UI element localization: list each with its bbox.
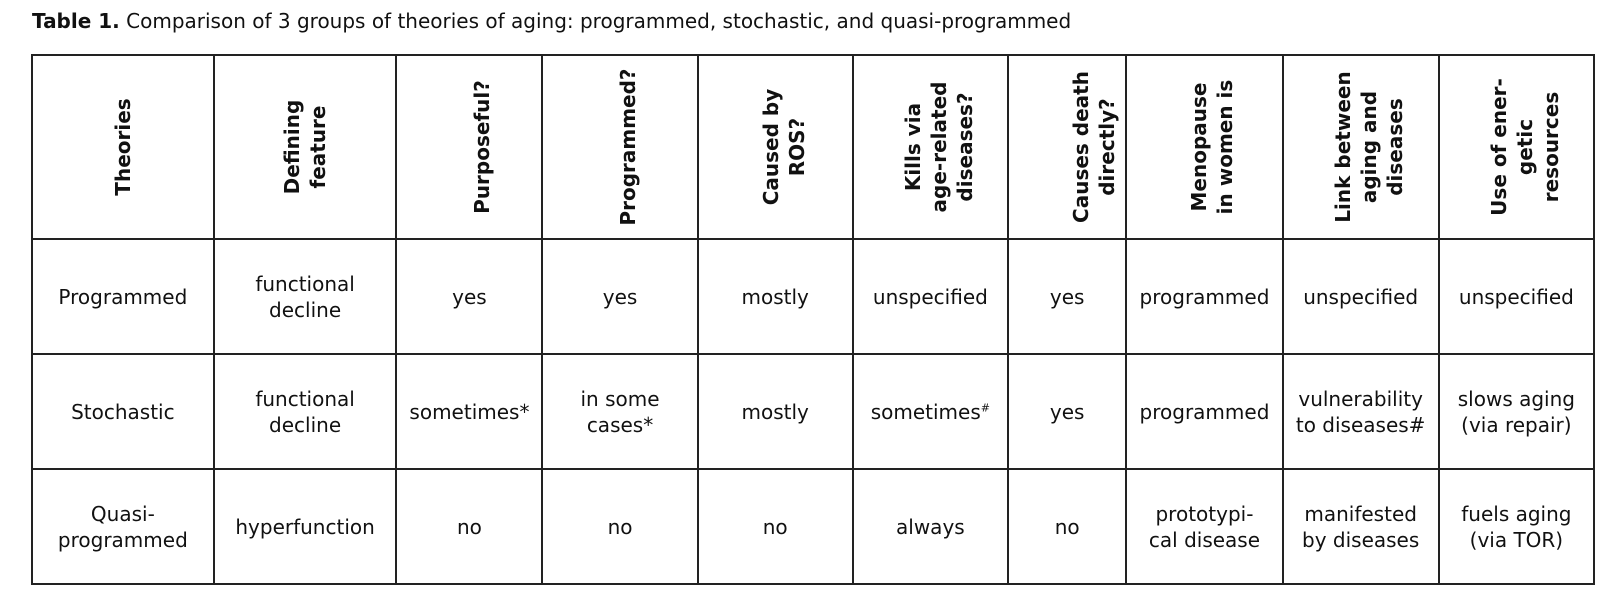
footnote-mark: # (980, 400, 990, 414)
table-cell: sometimes* (395, 353, 544, 470)
table-cell: yes (395, 238, 544, 355)
table-cell: Quasi- programmed (31, 468, 215, 585)
header-cell: Caused by ROS? (696, 54, 854, 240)
table-cell: unspecified (851, 238, 1009, 355)
table-cell: in some cases* (541, 353, 699, 470)
header-cell: Kills via age-related diseases? (851, 54, 1009, 240)
table-cell: no (395, 468, 544, 585)
caption-label: Table 1. (32, 9, 120, 33)
header-label: Programmed? (616, 68, 641, 226)
header-cell: Programmed? (541, 54, 699, 240)
header-label: Purposeful? (470, 80, 495, 214)
table-cell: manifested by diseases (1281, 468, 1440, 585)
header-cell: Use of ener- getic resources (1437, 54, 1596, 240)
table-row: Programmed functional decline yes yes mo… (31, 238, 1596, 355)
table-cell: mostly (696, 353, 854, 470)
header-cell: Defining feature (212, 54, 398, 240)
table-cell: Stochastic (31, 353, 215, 470)
table-caption: Table 1. Comparison of 3 groups of theor… (32, 8, 1071, 34)
cell-text: sometimes (870, 399, 981, 424)
table-cell: unspecified (1437, 238, 1596, 355)
header-label: Kills via age-related diseases? (900, 81, 977, 213)
header-label: Link between aging and diseases (1330, 71, 1407, 223)
table-cell: yes (1006, 353, 1128, 470)
header-label: Causes death directly? (1068, 71, 1119, 223)
header-label: Caused by ROS? (758, 88, 809, 206)
table-cell: programmed (1125, 238, 1284, 355)
table-cell: vulnerability to diseases# (1281, 353, 1440, 470)
header-cell: Purposeful? (395, 54, 544, 240)
table-cell: sometimes# (851, 353, 1009, 470)
header-cell: Theories (31, 54, 215, 240)
header-cell: Menopause in women is (1125, 54, 1284, 240)
table-cell: prototypi- cal disease (1125, 468, 1284, 585)
header-label: Use of ener- getic resources (1486, 78, 1563, 216)
header-label: Menopause in women is (1187, 79, 1238, 215)
header-row: Theories Defining feature Purposeful? Pr… (31, 54, 1596, 240)
table-cell: mostly (696, 238, 854, 355)
table-cell: unspecified (1281, 238, 1440, 355)
table-cell: Programmed (31, 238, 215, 355)
caption-text: Comparison of 3 groups of theories of ag… (126, 9, 1072, 33)
table-cell: yes (541, 238, 699, 355)
table-cell: hyperfunction (212, 468, 398, 585)
theories-table: Theories Defining feature Purposeful? Pr… (31, 54, 1596, 585)
table-cell: always (851, 468, 1009, 585)
table-row: Stochastic functional decline sometimes*… (31, 353, 1596, 470)
table-cell: functional decline (212, 238, 398, 355)
table-cell: no (696, 468, 854, 585)
table-cell: functional decline (212, 353, 398, 470)
table-cell: no (541, 468, 699, 585)
header-cell: Link between aging and diseases (1281, 54, 1440, 240)
table-cell: fuels aging (via TOR) (1437, 468, 1596, 585)
header-label: Defining feature (280, 99, 331, 195)
table-row: Quasi- programmed hyperfunction no no no… (31, 468, 1596, 585)
table-cell: slows aging (via repair) (1437, 353, 1596, 470)
header-label: Theories (110, 98, 135, 196)
table-cell: programmed (1125, 353, 1284, 470)
header-cell: Causes death directly? (1006, 54, 1128, 240)
table-cell: yes (1006, 238, 1128, 355)
table-cell: no (1006, 468, 1128, 585)
